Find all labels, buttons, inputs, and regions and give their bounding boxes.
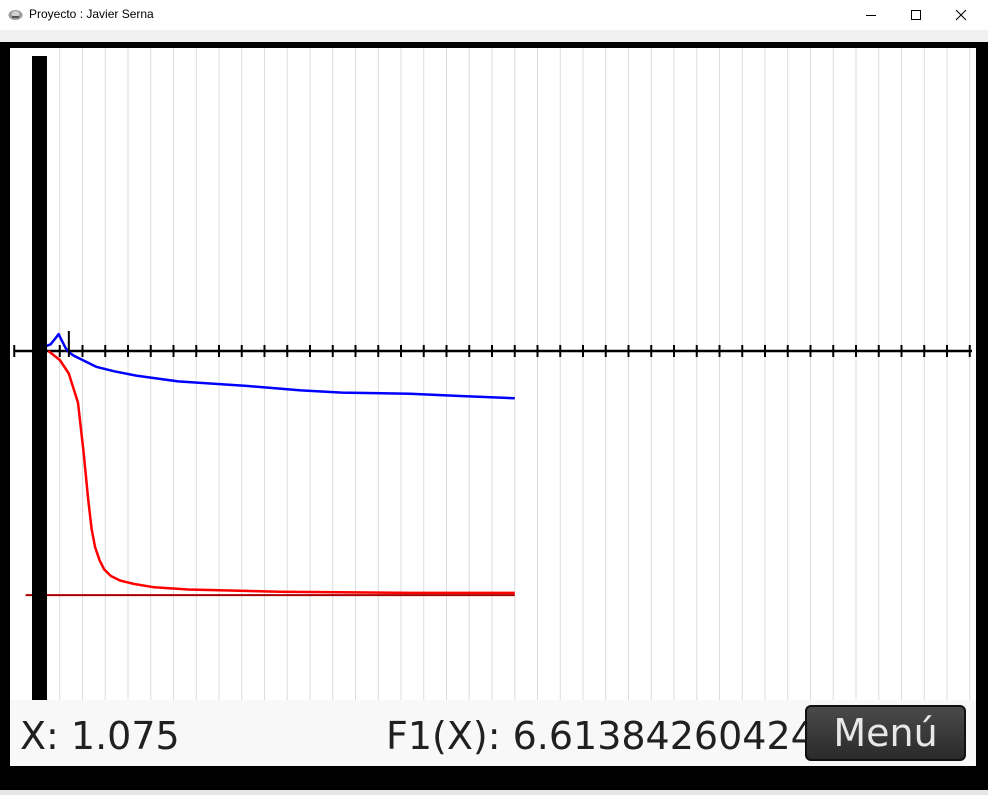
x-value-readout: X: 1.075 (20, 714, 180, 758)
window-border (0, 30, 988, 42)
series-line-1 (36, 332, 515, 400)
status-bar: X: 1.075 F1(X): 6.61384260424 Menú (10, 700, 976, 766)
window-title: Proyecto : Javier Serna (29, 7, 154, 21)
app-icon (8, 10, 23, 20)
minimize-button[interactable] (848, 0, 894, 30)
close-button[interactable] (938, 0, 984, 30)
close-icon (955, 9, 967, 21)
maximize-button[interactable] (893, 0, 939, 30)
title-bar: Proyecto : Javier Serna (0, 0, 988, 30)
plot-area[interactable] (10, 48, 976, 700)
function-plot[interactable] (10, 48, 976, 700)
trace-cursor (32, 56, 47, 700)
menu-button[interactable]: Menú (805, 705, 966, 761)
window-bottom-edge (0, 790, 988, 795)
minimize-icon (866, 15, 876, 16)
series-line-2 (47, 350, 515, 595)
function-value-readout: F1(X): 6.61384260424 (386, 714, 815, 758)
maximize-icon (911, 10, 921, 20)
